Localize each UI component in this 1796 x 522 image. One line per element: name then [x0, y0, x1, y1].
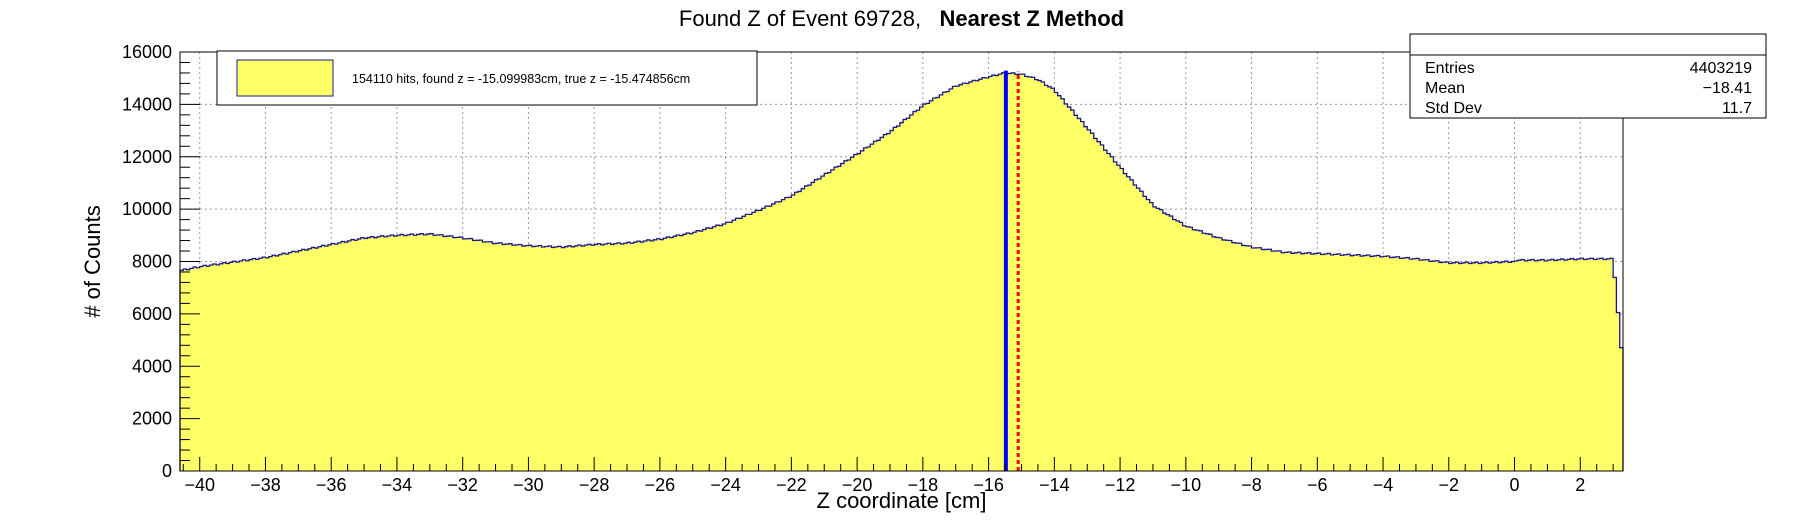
stats-box: Entries 4403219 Mean −18.41 Std Dev 11.7 — [1409, 33, 1767, 119]
y-tick-label: 10000 — [122, 199, 172, 219]
x-axis-title: Z coordinate [cm] — [817, 488, 987, 513]
legend-swatch — [236, 59, 334, 97]
x-tick-label: −30 — [513, 475, 544, 495]
x-tick-label: −6 — [1307, 475, 1328, 495]
x-tick-label: −34 — [382, 475, 413, 495]
chart-title-method: Nearest Z Method — [940, 6, 1125, 31]
x-tick-label: 0 — [1510, 475, 1520, 495]
x-tick-label: −14 — [1039, 475, 1070, 495]
x-tick-label: −40 — [184, 475, 215, 495]
histogram-fill — [180, 72, 1623, 472]
x-tick-label: 2 — [1575, 475, 1585, 495]
chart-title: Found Z of Event 69728, Nearest Z Method — [679, 6, 1124, 31]
y-tick-label: 12000 — [122, 147, 172, 167]
x-tick-label: −20 — [842, 475, 873, 495]
x-tick-label: −4 — [1373, 475, 1394, 495]
x-tick-label: −16 — [973, 475, 1004, 495]
x-tick-label: −10 — [1171, 475, 1202, 495]
y-tick-label: 8000 — [132, 252, 172, 272]
y-tick-label: 0 — [162, 461, 172, 481]
y-axis-title: # of Counts — [80, 205, 105, 318]
legend-box: 154110 hits, found z = -15.099983cm, tru… — [216, 50, 758, 106]
y-tick-labels: 0 2000 4000 6000 8000 10000 12000 14000 16000 — [122, 42, 172, 481]
stats-entries-value: 4403219 — [1690, 60, 1752, 77]
x-tick-label: −12 — [1105, 475, 1136, 495]
stats-stddev-value: 11.7 — [1722, 100, 1752, 117]
legend-label: 154110 hits, found z = -15.099983cm, tru… — [352, 72, 690, 86]
x-tick-label: −26 — [645, 475, 676, 495]
histogram-outline — [179, 72, 1624, 471]
axis-ticks — [180, 51, 1614, 472]
x-tick-label: −28 — [579, 475, 610, 495]
x-tick-label: −8 — [1241, 475, 1262, 495]
x-tick-label: −24 — [710, 475, 741, 495]
x-tick-label: −2 — [1439, 475, 1460, 495]
x-tick-label: −22 — [776, 475, 807, 495]
y-tick-label: 14000 — [122, 94, 172, 114]
x-tick-label: −38 — [250, 475, 281, 495]
stats-frame — [1409, 33, 1767, 119]
y-tick-label: 6000 — [132, 304, 172, 324]
x-tick-label: −36 — [316, 475, 347, 495]
y-tick-label: 4000 — [132, 356, 172, 376]
y-tick-label: 16000 — [122, 42, 172, 62]
stats-mean-label: Mean — [1425, 80, 1465, 97]
stats-mean-value: −18.41 — [1703, 80, 1752, 97]
stats-stddev-label: Std Dev — [1425, 100, 1482, 117]
chart-title-prefix: Found Z of Event 69728, — [679, 6, 921, 31]
x-tick-label: −32 — [447, 475, 478, 495]
stats-entries-label: Entries — [1425, 60, 1475, 77]
x-tick-labels: −40 −38 −36 −34 −32 −30 −28 −26 −24 −22 −20 −18 −16−… — [184, 475, 1585, 495]
x-tick-label: −18 — [908, 475, 939, 495]
y-tick-label: 2000 — [132, 409, 172, 429]
